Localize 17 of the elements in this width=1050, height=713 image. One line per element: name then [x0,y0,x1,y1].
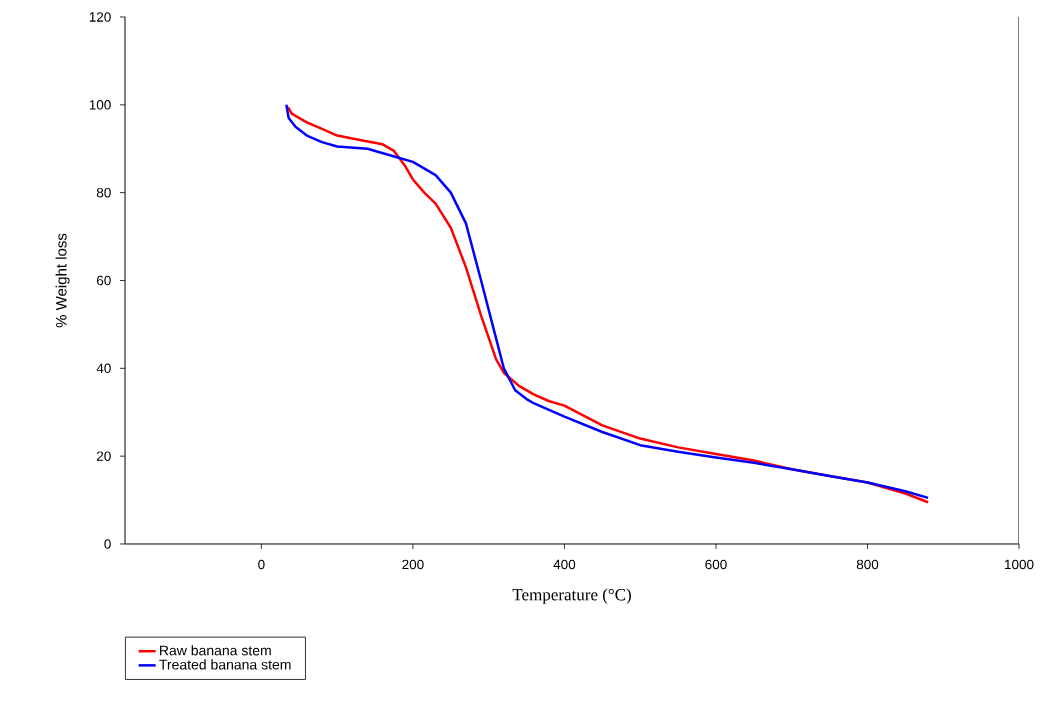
legend-label: Treated banana stem [159,659,291,670]
y-tick-label: 0 [104,539,111,549]
y-tick-label: 40 [96,363,111,374]
y-axis-title: % Weight loss [55,233,70,328]
legend-label: Raw banana stem [160,645,271,656]
x-tick-label: 200 [402,559,424,570]
x-tick-label: 1000 [1005,559,1034,570]
x-tick-label: 0 [258,559,265,570]
y-tick-label: 120 [89,12,111,22]
y-tick-label: 80 [96,187,111,198]
x-axis-title: Temperature (°C) [512,588,631,604]
y-tick-label: 20 [96,451,111,461]
x-tick-label: 800 [856,559,879,570]
x-tick-label: 400 [553,559,576,570]
y-tick-label: 60 [96,275,111,286]
x-tick-label: 600 [705,559,727,570]
y-tick-label: 100 [89,100,111,110]
